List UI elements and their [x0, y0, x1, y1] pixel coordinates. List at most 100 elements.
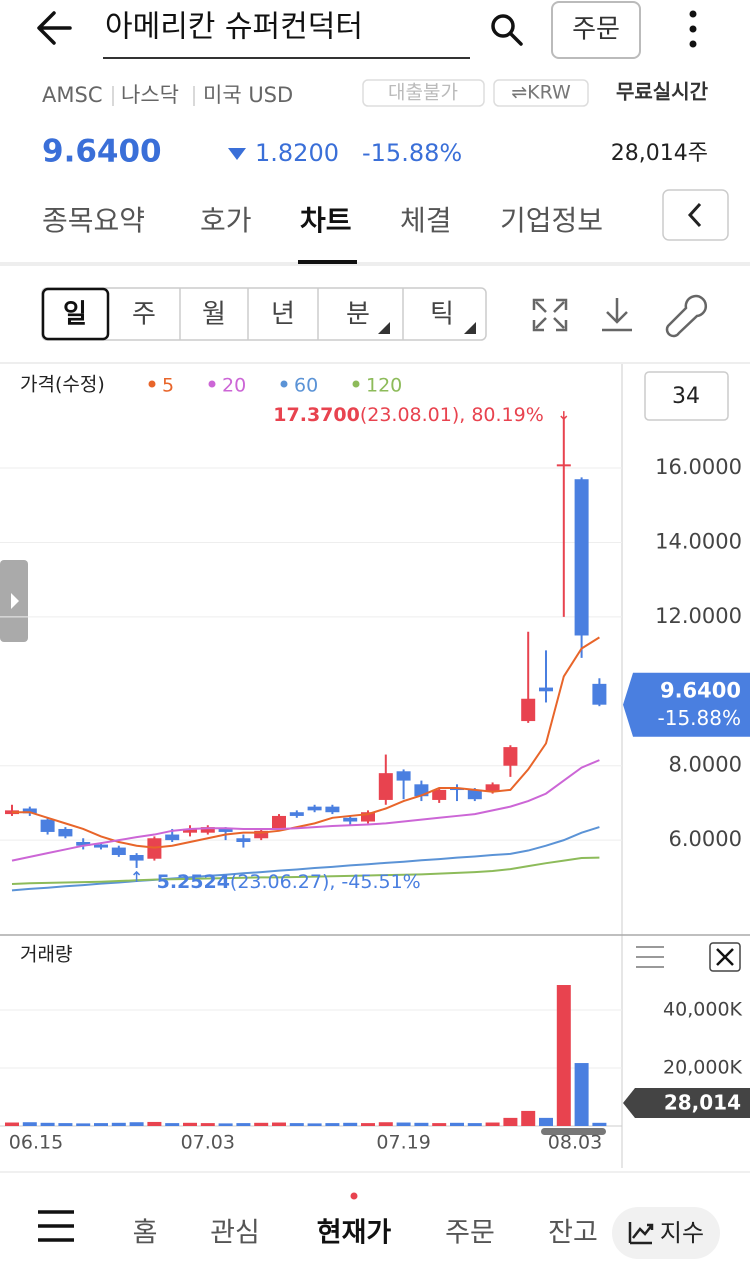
search-icon[interactable]: [491, 14, 523, 46]
ticker: AMSC: [42, 83, 102, 107]
y-tick-label: 16.0000: [655, 455, 742, 479]
nav-item-active[interactable]: 현재가: [317, 1218, 392, 1249]
tab[interactable]: 기업정보: [500, 204, 603, 237]
scroll-indicator[interactable]: [541, 1128, 606, 1135]
period[interactable]: 분: [346, 300, 370, 330]
volume-bar: [94, 1123, 108, 1126]
count-box[interactable]: [644, 371, 729, 421]
volume-bar: [503, 1117, 518, 1126]
volume-bar: [325, 1123, 340, 1126]
tab[interactable]: 체결: [400, 204, 452, 237]
candle-body: [361, 812, 375, 822]
search-title[interactable]: 아메리칸 슈퍼컨덕터: [105, 10, 363, 45]
change-percent: -15.88%: [362, 139, 462, 167]
legend-label: 120: [366, 375, 402, 397]
volume-bar: [111, 1122, 126, 1126]
down-arrow: [228, 148, 246, 160]
y-tick-label: 8.0000: [669, 753, 742, 777]
visible-count[interactable]: 34: [672, 384, 700, 409]
period[interactable]: 년: [271, 300, 295, 330]
volume-bar: [361, 1123, 375, 1126]
nav-item[interactable]: 관심: [210, 1218, 260, 1249]
close-icon: [716, 948, 734, 966]
annotation-note: (23.06.27), -45.51%: [230, 870, 421, 892]
volume-bar: [76, 1123, 91, 1126]
menu-button[interactable]: [38, 1210, 74, 1242]
volume-bar: [450, 1122, 464, 1126]
tab-scroll-button[interactable]: [662, 189, 729, 241]
x-tick-label: 07.03: [181, 1132, 235, 1154]
candle-body: [111, 847, 126, 856]
order-button[interactable]: [551, 1, 641, 59]
candle-body: [414, 784, 429, 797]
volume-bar: [343, 1122, 358, 1126]
candle-body: [218, 828, 233, 832]
back-button[interactable]: [37, 11, 72, 45]
nav-item[interactable]: 잔고: [548, 1218, 598, 1249]
fade: [598, 1180, 620, 1280]
legend-marker: [148, 380, 156, 388]
x-tick-label: 07.19: [376, 1132, 430, 1154]
volume-bar: [5, 1122, 19, 1126]
legend-marker: [208, 380, 216, 388]
period[interactable]: 월: [202, 300, 226, 330]
chip: [362, 79, 485, 107]
index-button[interactable]: [612, 1207, 720, 1259]
volume-bar: [236, 1123, 251, 1126]
volume-tag: [623, 1088, 750, 1118]
market: 나스닥: [121, 83, 179, 107]
chip-label[interactable]: ⇌KRW: [511, 82, 571, 104]
more-menu[interactable]: [689, 10, 697, 48]
side-handle-arrow: [11, 593, 19, 609]
volume-bar: [289, 1123, 304, 1126]
ma-line: [12, 636, 600, 849]
annotation-arrow: [133, 870, 141, 882]
volume-bar: [396, 1122, 411, 1126]
volume-bar: [218, 1123, 233, 1126]
settings-icon[interactable]: [665, 294, 708, 338]
tab[interactable]: 호가: [200, 204, 252, 237]
active-dot: [350, 1192, 358, 1200]
candle-body: [378, 773, 393, 800]
download-icon[interactable]: [602, 298, 632, 332]
volume-bar: [165, 1123, 180, 1126]
candle-body: [76, 841, 91, 846]
volume-bar: [147, 1121, 162, 1126]
period-active[interactable]: [41, 287, 110, 341]
expand-icon[interactable]: [532, 298, 568, 332]
volume-bar: [254, 1122, 269, 1126]
dropdown-mark: [378, 322, 390, 334]
index-label[interactable]: 지수: [660, 1219, 704, 1247]
index-icon: [628, 1222, 654, 1245]
period[interactable]: 틱: [430, 300, 454, 330]
x-tick-label: 08.03: [548, 1132, 602, 1154]
annotation: 5.2524(23.06.27), -45.51%: [157, 870, 421, 892]
candle-body: [396, 771, 411, 781]
tab-active[interactable]: 차트: [300, 204, 352, 237]
divider: [0, 262, 750, 266]
volume-bar: [183, 1122, 197, 1126]
nav-item[interactable]: 주문: [445, 1218, 495, 1249]
volume-bar: [592, 1122, 607, 1126]
nav-item[interactable]: 홈: [133, 1218, 158, 1249]
volume-bar: [272, 1122, 286, 1126]
period[interactable]: 일: [63, 300, 87, 330]
order-button-label[interactable]: 주문: [572, 15, 620, 45]
legend-label: 60: [294, 375, 318, 397]
tab[interactable]: 종목요약: [42, 204, 145, 237]
chip[interactable]: [493, 79, 589, 107]
volume-bar: [129, 1122, 144, 1126]
candle-body: [183, 828, 197, 833]
candle-body: [467, 789, 482, 800]
annotation-arrow: [560, 411, 568, 421]
volume-bar: [574, 1063, 589, 1126]
volume-bar: [414, 1122, 429, 1126]
divider: [0, 362, 750, 364]
volume-menu-icon[interactable]: [636, 946, 664, 968]
candle-body: [539, 687, 553, 692]
period[interactable]: 주: [132, 300, 156, 330]
candle-body: [254, 830, 269, 839]
y-tick-label: 6.0000: [669, 827, 742, 851]
volume-bar: [307, 1123, 322, 1126]
